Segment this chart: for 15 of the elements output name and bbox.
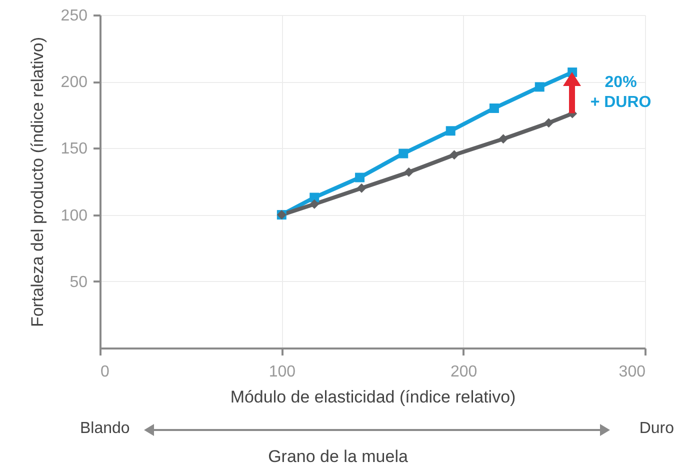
y-tick-label: 100 (60, 207, 88, 224)
y-axis-title: Fortaleza del producto (índice relativo) (28, 36, 47, 328)
y-tick-label: 150 (60, 140, 88, 158)
x-tick-label: 0 (100, 364, 110, 380)
y-tick-label: 200 (60, 74, 88, 92)
x-tick-label: 200 (450, 364, 478, 380)
x-axis-title: Módulo de elasticidad (índice relativo) (230, 388, 516, 406)
text: Blando (80, 420, 130, 438)
x-tick-label: 100 (268, 364, 296, 380)
y-tick-label: 50 (70, 274, 88, 291)
annotation: 20% + DURO (590, 72, 652, 113)
x-tick-label: 300 (618, 364, 646, 380)
y-tick-label: 250 (60, 8, 88, 24)
text: Grano de la muela (267, 447, 409, 467)
text: Duro (639, 420, 674, 438)
